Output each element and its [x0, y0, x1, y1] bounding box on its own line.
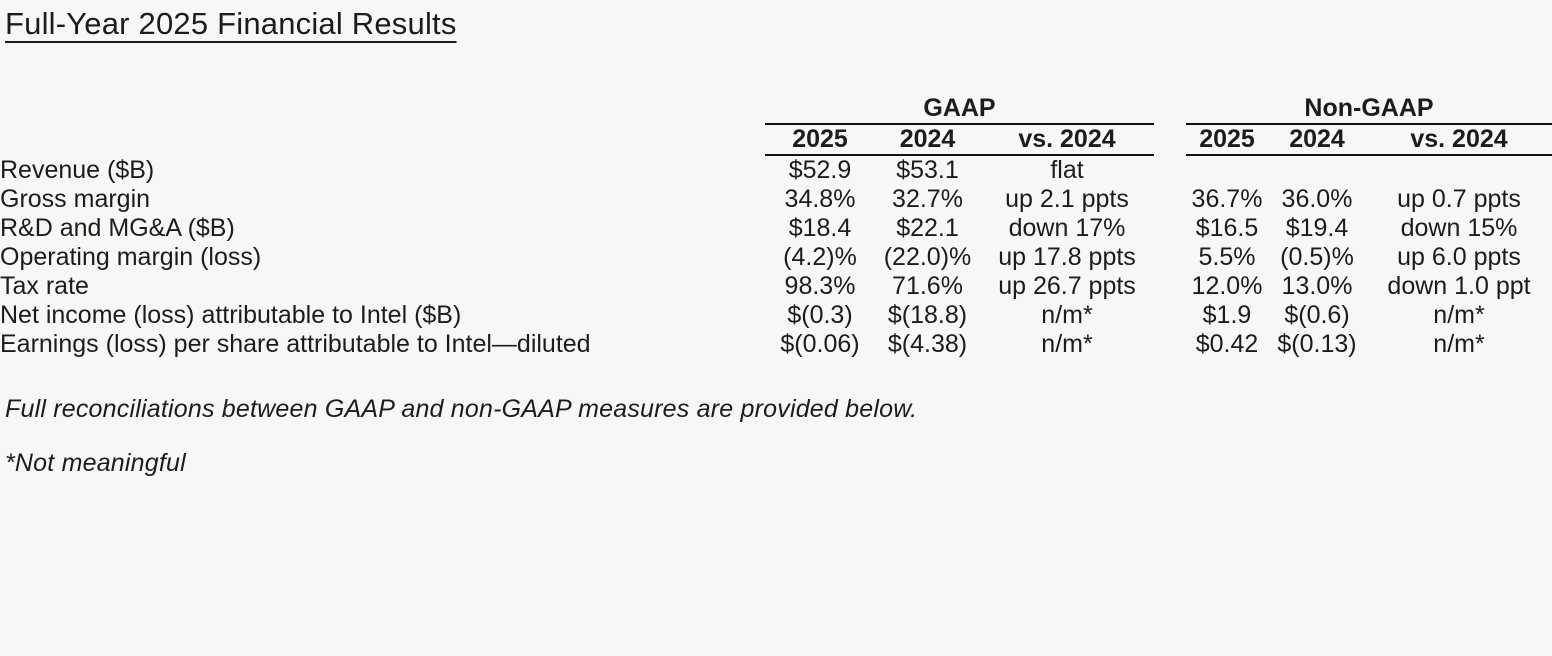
cell-non-gaap-2025: $16.5 [1195, 214, 1259, 242]
reconciliation-footnote: Full reconciliations between GAAP and no… [5, 395, 918, 423]
cell-non-gaap-2024: $(0.13) [1277, 330, 1357, 358]
cell-non-gaap-vs-2024: up 0.7 ppts [1397, 185, 1521, 213]
row-label: Tax rate [0, 272, 89, 300]
cell-non-gaap-2024 [1268, 155, 1366, 185]
column-gap [1154, 94, 1186, 124]
row-label: Earnings (loss) per share attributable t… [0, 330, 591, 358]
column-gap [1154, 301, 1186, 330]
cell-non-gaap-vs-2024: down 15% [1400, 214, 1518, 242]
non-gaap-2024-header: 2024 [1268, 124, 1366, 156]
column-gap [1154, 124, 1186, 155]
cell-gaap-2024: 32.7% [892, 185, 963, 213]
cell-non-gaap-vs-2024: n/m* [1433, 301, 1485, 329]
cell-gaap-2024: (22.0)% [883, 243, 972, 271]
non-gaap-group-header: Non-GAAP [1186, 94, 1552, 125]
cell-non-gaap-2024: (0.5)% [1280, 243, 1354, 271]
non-gaap-2025-header: 2025 [1186, 124, 1268, 156]
cell-non-gaap-2025: $1.9 [1202, 301, 1252, 329]
cell-gaap-vs-2024: up 26.7 ppts [998, 272, 1136, 300]
column-gap [1154, 272, 1186, 301]
cell-gaap-2025: $18.4 [788, 214, 852, 242]
gaap-2024-header: 2024 [875, 124, 980, 156]
cell-non-gaap-vs-2024: down 1.0 ppt [1387, 272, 1531, 300]
cell-gaap-2024: $(18.8) [887, 301, 968, 329]
cell-non-gaap-2025: 36.7% [1191, 185, 1263, 213]
header-spacer [0, 94, 765, 124]
column-gap [1154, 214, 1186, 243]
cell-non-gaap-2025: 12.0% [1191, 272, 1263, 300]
financial-results-table: GAAP Non-GAAP 2025 2024 vs. 2024 2025 20… [0, 94, 1552, 359]
year-header-row: 2025 2024 vs. 2024 2025 2024 vs. 2024 [0, 124, 1552, 156]
cell-gaap-vs-2024: up 2.1 ppts [1005, 185, 1129, 213]
gaap-2025-header: 2025 [765, 124, 875, 156]
cell-non-gaap-vs-2024: n/m* [1433, 330, 1485, 358]
cell-non-gaap-2025: 5.5% [1198, 243, 1256, 271]
header-spacer [0, 124, 765, 155]
row-label: Operating margin (loss) [0, 243, 262, 271]
cell-gaap-vs-2024: n/m* [1041, 301, 1093, 329]
row-label: Revenue ($B) [0, 155, 155, 184]
cell-gaap-vs-2024: down 17% [1008, 214, 1126, 242]
column-gap [1154, 243, 1186, 272]
non-gaap-vs-2024-header: vs. 2024 [1366, 124, 1552, 156]
cell-gaap-2024: 71.6% [892, 272, 963, 300]
table-row: Earnings (loss) per share attributable t… [0, 330, 1552, 359]
gaap-vs-2024-header: vs. 2024 [980, 124, 1154, 156]
cell-gaap-2025: 98.3% [784, 272, 856, 300]
cell-non-gaap-vs-2024: up 6.0 ppts [1397, 243, 1521, 271]
gaap-group-header: GAAP [765, 94, 1154, 125]
cell-non-gaap-2024: 36.0% [1281, 185, 1353, 213]
group-header-row: GAAP Non-GAAP [0, 94, 1552, 125]
column-gap [1154, 155, 1186, 185]
table-row: R&D and MG&A ($B) $18.4 $22.1 down 17% $… [0, 214, 1552, 243]
cell-non-gaap-vs-2024 [1366, 155, 1552, 185]
cell-gaap-2025: $(0.3) [787, 301, 853, 329]
table-row: Operating margin (loss) (4.2)% (22.0)% u… [0, 243, 1552, 272]
column-gap [1154, 185, 1186, 214]
cell-gaap-vs-2024: n/m* [1041, 330, 1093, 358]
cell-gaap-vs-2024: flat [1050, 156, 1084, 184]
row-label: Net income (loss) attributable to Intel … [0, 301, 462, 329]
cell-non-gaap-2024: $(0.6) [1284, 301, 1350, 329]
not-meaningful-footnote: *Not meaningful [5, 449, 186, 477]
column-gap [1154, 330, 1186, 359]
table-row: Gross margin 34.8% 32.7% up 2.1 ppts 36.… [0, 185, 1552, 214]
cell-gaap-2025: $52.9 [788, 156, 852, 184]
page-title: Full-Year 2025 Financial Results [5, 6, 457, 41]
row-label: R&D and MG&A ($B) [0, 214, 235, 242]
cell-gaap-vs-2024: up 17.8 ppts [998, 243, 1136, 271]
cell-non-gaap-2024: $19.4 [1285, 214, 1349, 242]
table-row: Revenue ($B) $52.9 $53.1 flat [0, 155, 1552, 185]
cell-non-gaap-2024: 13.0% [1281, 272, 1353, 300]
cell-gaap-2024: $(4.38) [887, 330, 968, 358]
table-row: Net income (loss) attributable to Intel … [0, 301, 1552, 330]
cell-gaap-2025: $(0.06) [780, 330, 860, 358]
cell-non-gaap-2025 [1186, 155, 1268, 185]
table-row: Tax rate 98.3% 71.6% up 26.7 ppts 12.0% … [0, 272, 1552, 301]
row-label: Gross margin [0, 185, 151, 213]
cell-gaap-2025: 34.8% [784, 185, 856, 213]
cell-non-gaap-2025: $0.42 [1195, 330, 1259, 358]
cell-gaap-2024: $53.1 [896, 156, 959, 184]
footnotes: Full reconciliations between GAAP and no… [5, 395, 1552, 478]
cell-gaap-2024: $22.1 [896, 214, 959, 242]
cell-gaap-2025: (4.2)% [783, 243, 857, 271]
